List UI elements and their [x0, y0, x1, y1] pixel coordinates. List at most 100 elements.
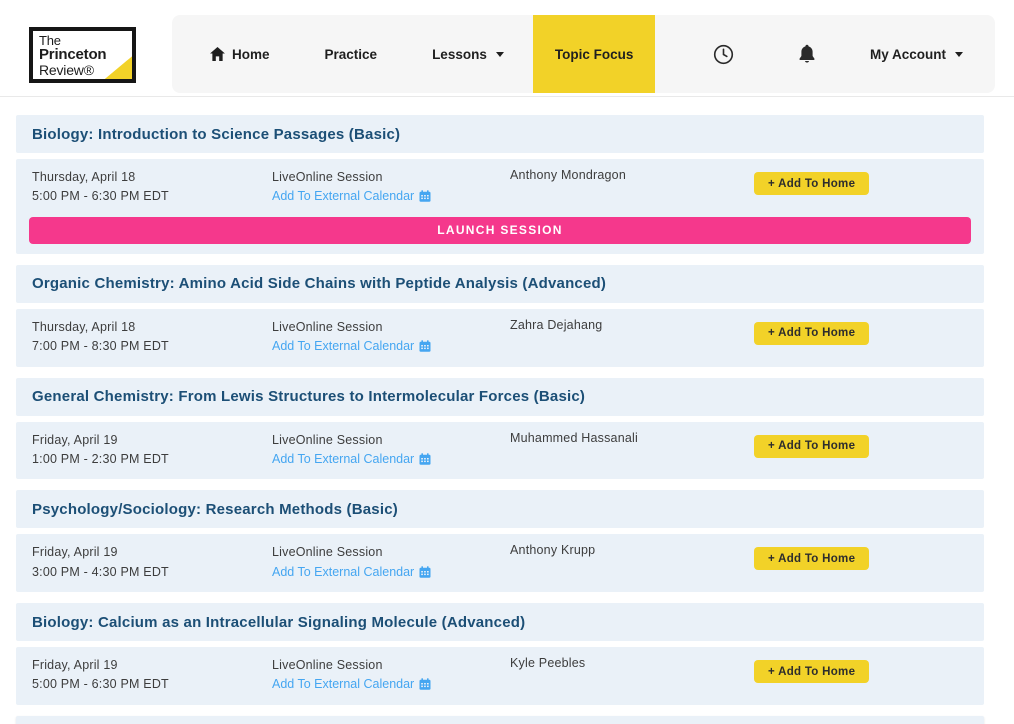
session-instructor: Anthony Krupp	[510, 543, 596, 558]
session-details: Friday, April 19 1:00 PM - 2:30 PM EDT L…	[16, 421, 984, 480]
add-to-external-calendar-link[interactable]: Add To External Calendar	[272, 189, 431, 203]
add-to-external-calendar-label: Add To External Calendar	[272, 189, 415, 204]
nav-topic-focus-active[interactable]: Topic Focus	[532, 15, 656, 93]
calendar-icon	[419, 565, 431, 578]
caret-down-icon	[955, 51, 963, 57]
session-datetime: Thursday, April 18 5:00 PM - 6:30 PM EDT	[32, 168, 272, 207]
session-type-block: LiveOnline Session Add To External Calen…	[272, 168, 510, 205]
session-title: Biology: Calcium as an Intracellular Sig…	[32, 613, 526, 631]
add-to-home-button[interactable]: + Add To Home	[754, 172, 870, 195]
main-navigation: Home Practice Lessons Topic Focus	[172, 15, 995, 93]
session-time: 5:00 PM - 6:30 PM EDT	[32, 677, 169, 692]
session-datetime: Friday, April 19 5:00 PM - 6:30 PM EDT	[32, 656, 272, 695]
my-account-menu[interactable]: My Account	[866, 15, 967, 93]
session-instructor: Anthony Mondragon	[510, 168, 626, 182]
session-details: Thursday, April 18 5:00 PM - 6:30 PM EDT…	[16, 159, 984, 254]
logo-text: The Princeton Review®	[39, 33, 107, 78]
add-to-external-calendar-label: Add To External Calendar	[272, 677, 415, 692]
session-type: LiveOnline Session	[272, 170, 383, 184]
session-type: LiveOnline Session	[272, 432, 383, 447]
session-instructor: Kyle Peebles	[510, 656, 586, 670]
session-type-block: LiveOnline Session Add To External Calen…	[272, 543, 510, 580]
notifications-button[interactable]	[790, 15, 824, 93]
calendar-icon	[419, 190, 431, 203]
nav-home-label: Home	[232, 46, 270, 62]
session-type-block: LiveOnline Session Add To External Calen…	[272, 431, 510, 468]
session-title: Psychology/Sociology: Research Methods (…	[32, 500, 398, 518]
session-title-row: Psychology/Sociology: Research Methods (…	[16, 490, 984, 529]
session-datetime: Friday, April 19 3:00 PM - 4:30 PM EDT	[32, 543, 272, 582]
top-header: The Princeton Review® Home Practice Less…	[0, 0, 1014, 97]
session-type: LiveOnline Session	[272, 319, 383, 334]
home-icon	[210, 47, 225, 61]
session-title: Organic Chemistry: Amino Acid Side Chain…	[32, 275, 607, 293]
session-time: 3:00 PM - 4:30 PM EDT	[32, 564, 169, 579]
add-to-external-calendar-label: Add To External Calendar	[272, 564, 415, 579]
add-to-home-button[interactable]: + Add To Home	[754, 434, 870, 458]
session-date: Thursday, April 18	[32, 319, 136, 334]
add-to-home-button[interactable]: + Add To Home	[754, 547, 870, 571]
add-to-home-button[interactable]: + Add To Home	[754, 660, 870, 683]
session-card: Organic Chemistry: Amino Acid Side Chain…	[16, 264, 984, 367]
nav-practice[interactable]: Practice	[321, 15, 382, 93]
nav-topic-focus-label: Topic Focus	[554, 46, 634, 62]
logo-yellow-corner	[100, 53, 132, 79]
session-card: Biology: Calcium as an Intracellular Sig…	[16, 603, 984, 705]
session-card: Biology: Introduction to Science Passage…	[16, 115, 984, 254]
nav-practice-label: Practice	[324, 46, 378, 62]
logo-line-the: The	[39, 33, 61, 48]
princeton-review-logo[interactable]: The Princeton Review®	[29, 27, 136, 83]
session-title: General Chemistry: From Lewis Structures…	[32, 388, 586, 405]
nav-lessons-label: Lessons	[432, 46, 487, 62]
session-title-row: Organic Chemistry: Amino Acid Side Chain…	[16, 264, 984, 303]
session-card: Psychology/Sociology: Research Methods (…	[16, 490, 984, 592]
session-card: General Chemistry: From Lewis Structures…	[16, 377, 984, 480]
session-type-block: LiveOnline Session Add To External Calen…	[272, 318, 510, 355]
session-type: LiveOnline Session	[272, 658, 383, 672]
session-date: Friday, April 19	[32, 545, 118, 560]
history-clock-button[interactable]	[705, 15, 742, 93]
partial-next-card	[16, 715, 984, 724]
logo-line-princeton: Princeton	[39, 46, 107, 64]
session-title-row: Biology: Introduction to Science Passage…	[16, 115, 984, 153]
add-to-external-calendar-label: Add To External Calendar	[272, 339, 415, 354]
session-title-row: Biology: Calcium as an Intracellular Sig…	[16, 603, 984, 641]
add-to-external-calendar-link[interactable]: Add To External Calendar	[272, 339, 431, 353]
add-to-external-calendar-link[interactable]: Add To External Calendar	[272, 565, 431, 579]
next-card-peek-wrap	[0, 715, 1014, 724]
session-detail-grid: Friday, April 19 3:00 PM - 4:30 PM EDT L…	[32, 543, 968, 582]
session-time: 7:00 PM - 8:30 PM EDT	[32, 339, 169, 354]
session-title: Biology: Introduction to Science Passage…	[32, 125, 401, 143]
nav-home[interactable]: Home	[206, 15, 274, 93]
add-to-home-button[interactable]: + Add To Home	[754, 321, 870, 345]
bell-icon	[798, 44, 816, 64]
session-type-block: LiveOnline Session Add To External Calen…	[272, 656, 510, 693]
my-account-label: My Account	[869, 46, 946, 62]
calendar-icon	[419, 453, 431, 465]
nav-lessons[interactable]: Lessons	[428, 15, 508, 93]
session-time: 5:00 PM - 6:30 PM EDT	[32, 189, 169, 204]
session-details: Thursday, April 18 7:00 PM - 8:30 PM EDT…	[16, 308, 984, 367]
session-type: LiveOnline Session	[272, 545, 383, 560]
session-detail-grid: Friday, April 19 1:00 PM - 2:30 PM EDT L…	[32, 431, 968, 470]
session-instructor: Muhammed Hassanali	[510, 430, 638, 445]
caret-down-icon	[495, 51, 504, 57]
session-details: Friday, April 19 5:00 PM - 6:30 PM EDT L…	[16, 647, 984, 705]
logo-line-review: Review®	[39, 61, 94, 78]
session-instructor: Zahra Dejahang	[510, 317, 603, 332]
launch-session-button[interactable]: LAUNCH SESSION	[29, 216, 971, 244]
add-to-external-calendar-link[interactable]: Add To External Calendar	[272, 452, 431, 466]
session-title-row: General Chemistry: From Lewis Structures…	[16, 377, 984, 416]
clock-icon	[713, 44, 734, 65]
session-list: Biology: Introduction to Science Passage…	[0, 97, 1014, 705]
add-to-external-calendar-link[interactable]: Add To External Calendar	[272, 677, 431, 691]
session-detail-grid: Thursday, April 18 5:00 PM - 6:30 PM EDT…	[32, 168, 968, 207]
session-date: Friday, April 19	[32, 432, 118, 447]
session-date: Friday, April 19	[32, 658, 118, 672]
session-detail-grid: Friday, April 19 5:00 PM - 6:30 PM EDT L…	[32, 656, 968, 695]
add-to-external-calendar-label: Add To External Calendar	[272, 451, 415, 466]
session-date: Thursday, April 18	[32, 170, 136, 184]
session-datetime: Thursday, April 18 7:00 PM - 8:30 PM EDT	[32, 318, 272, 357]
calendar-icon	[419, 678, 431, 691]
session-time: 1:00 PM - 2:30 PM EDT	[32, 451, 169, 466]
